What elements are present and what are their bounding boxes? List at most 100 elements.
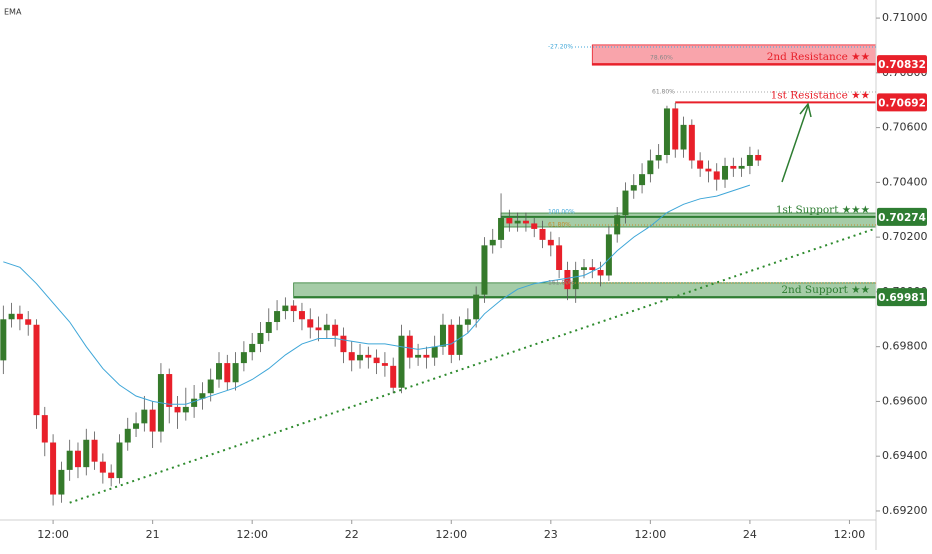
candle-body — [439, 324, 446, 347]
candle-body — [473, 294, 480, 320]
candle-body — [713, 171, 720, 180]
candle-body — [290, 305, 297, 312]
candle-body — [265, 322, 272, 333]
candle-body — [307, 319, 314, 328]
candle-body — [199, 393, 206, 399]
candle-body — [572, 269, 579, 290]
candle-body — [663, 108, 670, 155]
candle-body — [498, 217, 505, 240]
x-tick-label: 23 — [544, 528, 558, 541]
candle-body — [99, 461, 106, 473]
candle-body — [755, 154, 762, 161]
candle-body — [581, 267, 587, 270]
candle-body — [597, 269, 604, 276]
x-tick-label: 12:00 — [635, 528, 667, 541]
y-tick-label: 0.70400 — [882, 175, 928, 188]
candle-body — [33, 324, 40, 416]
candle-body — [373, 357, 380, 364]
x-tick-label: 12:00 — [435, 528, 467, 541]
candle-body — [398, 335, 405, 388]
fib-label: 161.80% — [548, 280, 575, 287]
candle-body — [191, 398, 198, 407]
candle-body — [622, 190, 629, 216]
fib-label: 78.60% — [650, 55, 673, 62]
candle-body — [639, 174, 646, 186]
candle-body — [357, 354, 364, 361]
candle-body — [738, 165, 745, 169]
candle-body — [166, 374, 173, 407]
indicator-label: EMA — [4, 8, 22, 17]
candle-body — [141, 409, 148, 424]
candle-body — [531, 223, 538, 229]
candle-body — [647, 160, 654, 175]
candle-body — [746, 154, 753, 166]
y-tick-label: 0.70200 — [882, 230, 928, 243]
candle-body — [415, 354, 422, 358]
price-tag-label: 0.70274 — [878, 212, 926, 224]
candle-body — [730, 165, 737, 169]
candle-body — [522, 220, 529, 224]
candle-body — [630, 185, 637, 191]
candle-body — [25, 319, 32, 325]
candle-body — [232, 363, 239, 383]
price-tag — [877, 93, 927, 112]
candle-body — [547, 239, 554, 246]
price-tag — [877, 288, 927, 307]
arrow — [781, 102, 812, 183]
candle-body — [66, 450, 73, 470]
candle-body — [705, 168, 712, 172]
candle-body — [315, 327, 322, 331]
candle-body — [124, 428, 131, 443]
candle-body — [108, 472, 115, 479]
candle-body — [431, 346, 438, 358]
candle-body — [133, 423, 140, 429]
candle-body — [556, 245, 563, 270]
y-tick-label: 0.69400 — [882, 449, 928, 462]
x-tick-label: 12:00 — [37, 528, 69, 541]
candle-body — [274, 311, 281, 323]
candle-body — [365, 354, 372, 358]
candle-body — [514, 220, 521, 224]
candle-body — [257, 332, 264, 344]
candle-body — [74, 450, 81, 468]
candle-body — [91, 439, 98, 462]
candle-body — [697, 160, 704, 169]
candle-body — [8, 313, 15, 320]
y-tick-label: 0.69200 — [882, 504, 928, 517]
candle-body — [298, 311, 305, 320]
fib-label: 61.80% — [652, 89, 675, 96]
candle-body — [489, 239, 496, 246]
candle-body — [381, 363, 388, 366]
candle-body — [340, 335, 347, 353]
candle-body — [680, 124, 687, 150]
price-tag-label: 0.70832 — [878, 59, 926, 71]
candle-body — [348, 352, 355, 361]
trend-line — [69, 227, 875, 504]
x-tick-label: 22 — [345, 528, 359, 541]
candle-body — [672, 108, 679, 150]
candle-body — [464, 319, 471, 325]
candle-body — [688, 124, 695, 161]
candle-body — [174, 406, 181, 413]
y-tick-label: 0.69800 — [882, 340, 928, 353]
candle-body — [182, 406, 189, 413]
candle-body — [116, 442, 123, 479]
level-label: 2nd Support ★★ — [781, 284, 870, 296]
fib-label: -27.20% — [548, 44, 573, 51]
y-tick-label: 0.71000 — [882, 11, 928, 24]
price-tag — [877, 55, 927, 74]
candle-body — [390, 365, 397, 388]
candle-body — [41, 415, 48, 443]
x-tick-label: 21 — [146, 528, 160, 541]
candle-body — [149, 409, 156, 432]
ema-line — [3, 184, 751, 405]
candle-body — [0, 319, 7, 361]
candle-body — [506, 217, 513, 224]
candle-body — [406, 335, 413, 358]
candle-body — [249, 343, 256, 353]
candle-body — [240, 352, 247, 364]
candle-body — [323, 324, 330, 331]
